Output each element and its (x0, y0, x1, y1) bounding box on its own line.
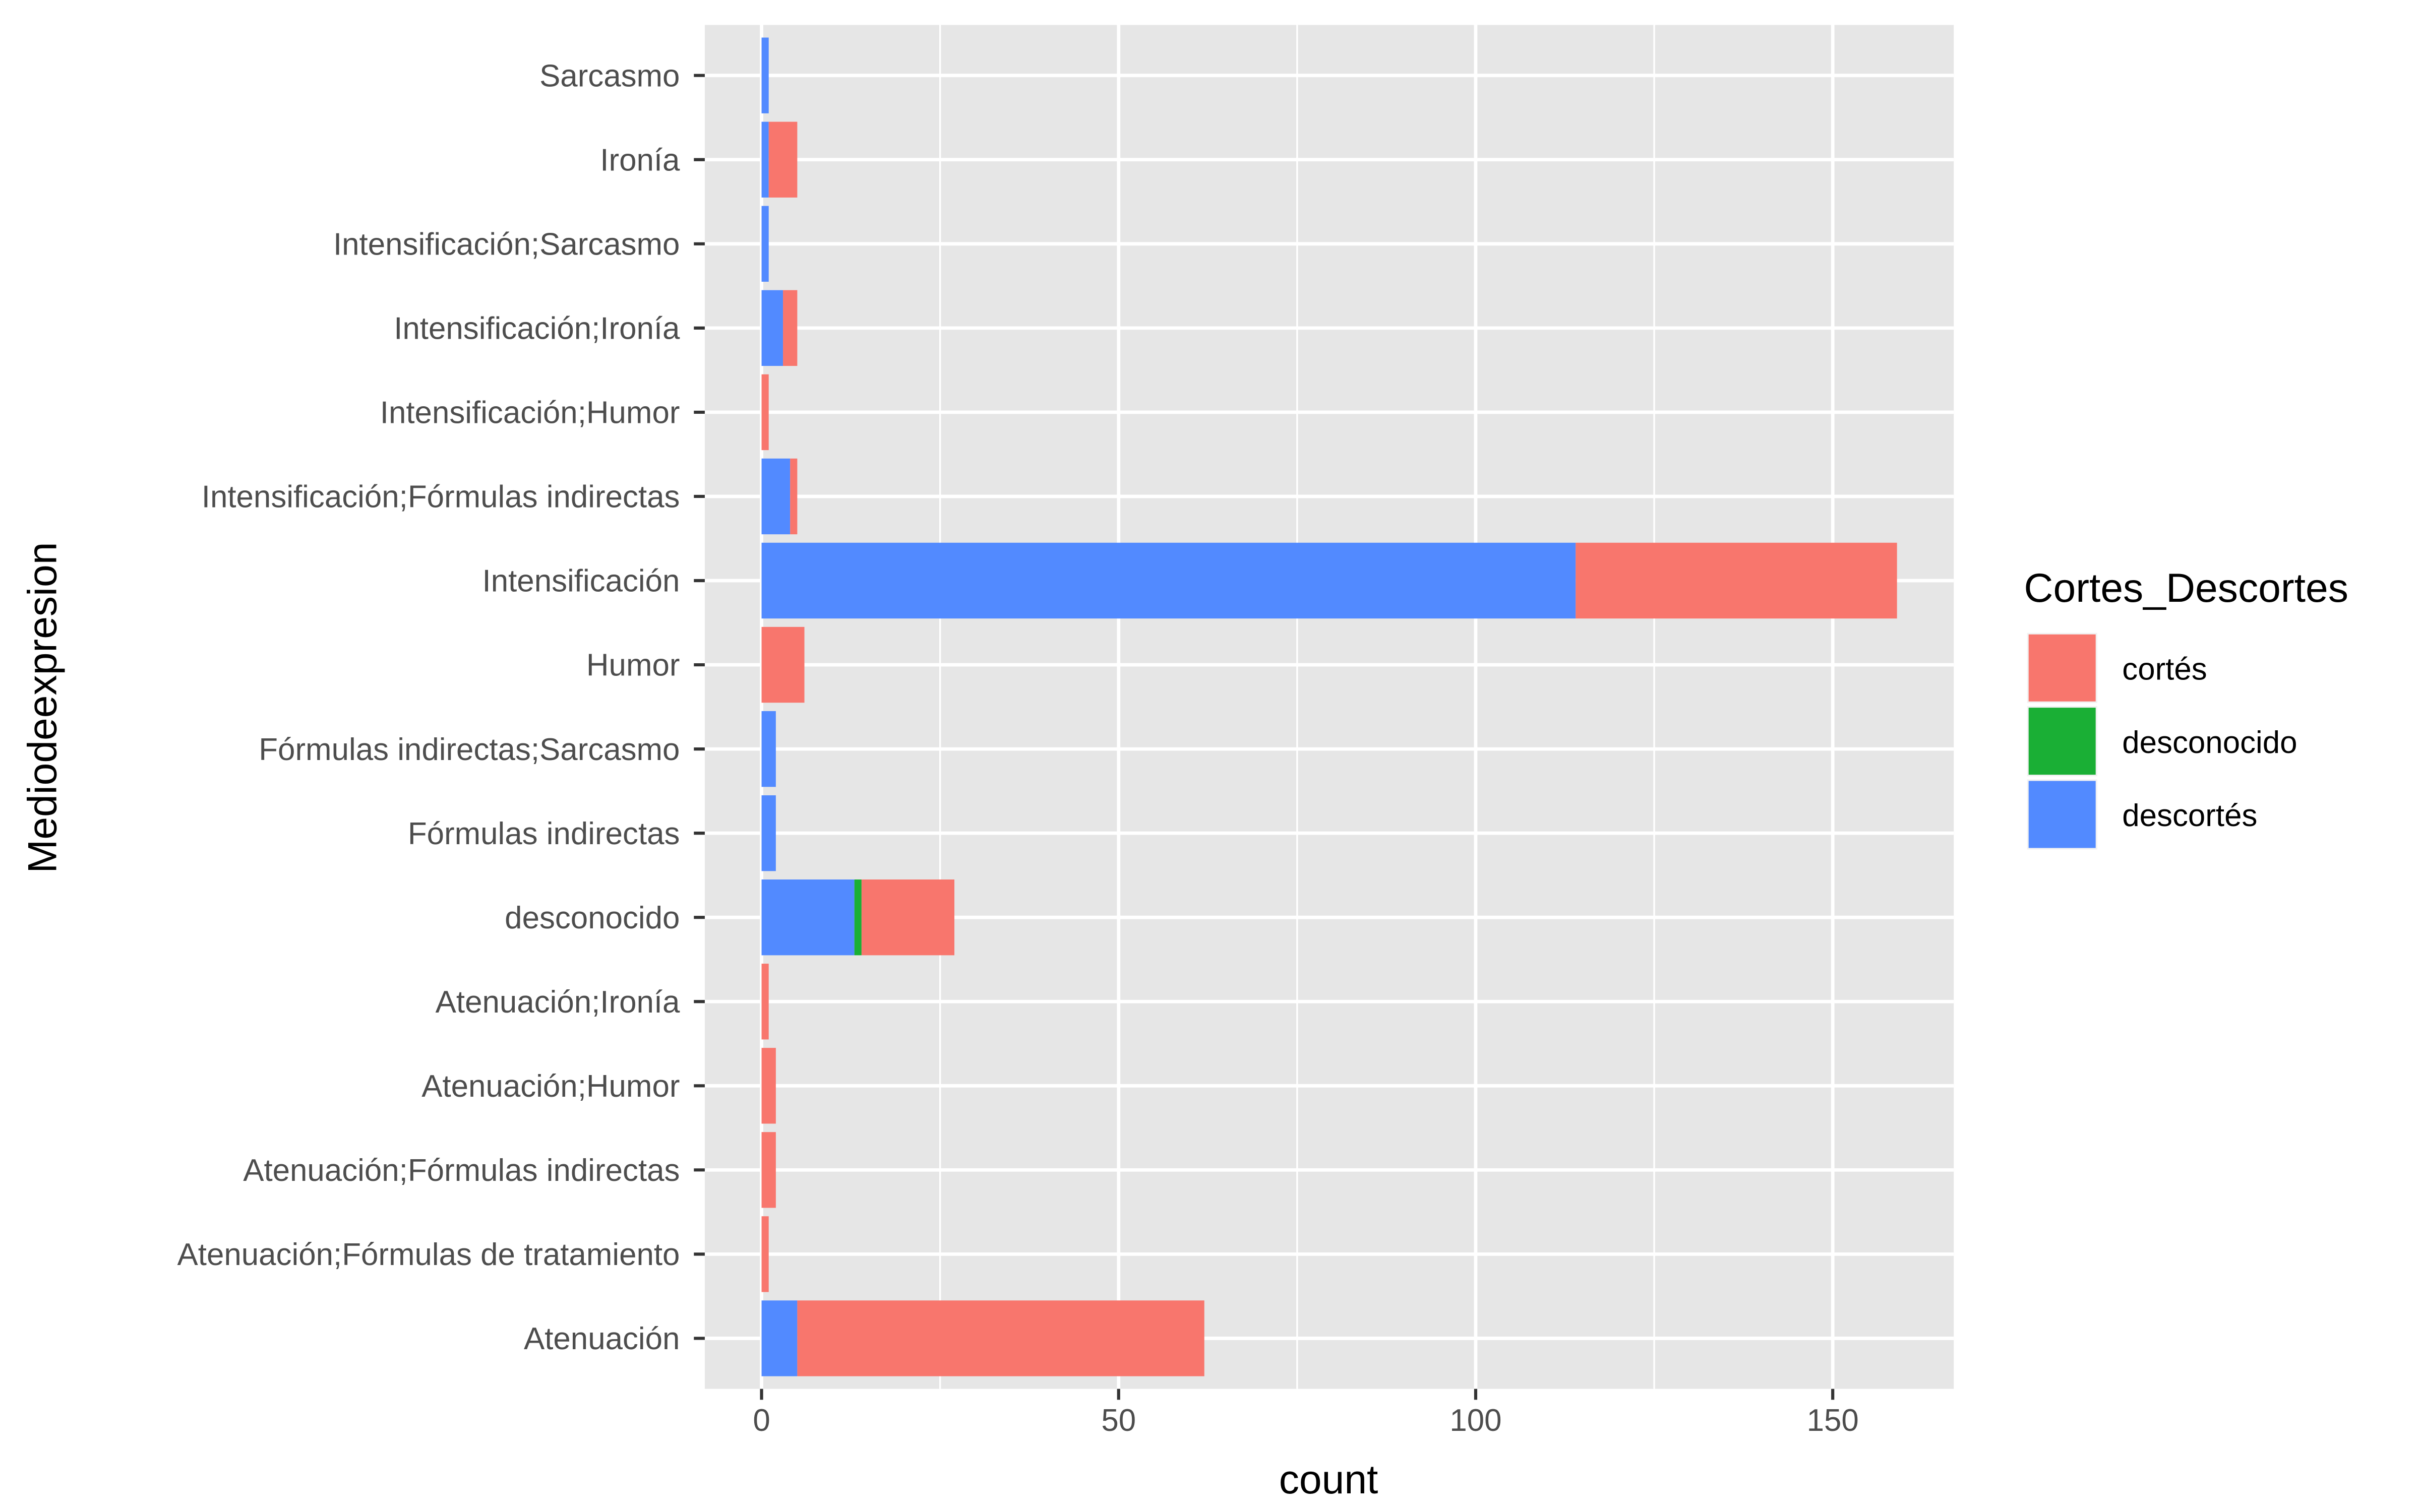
y-tick-label: Atenuación;Fórmulas de tratamiento (177, 1237, 680, 1272)
bar-segment (761, 1132, 776, 1208)
y-tick-label: Atenuación;Fórmulas indirectas (243, 1153, 680, 1188)
legend-swatch (2028, 781, 2096, 848)
legend: Cortes_Descortes cortés desconocido descor… (2024, 565, 2348, 850)
y-tick-label: Atenuación;Ironía (436, 985, 680, 1020)
y-axis-title: Mediodeexpresion (20, 542, 65, 873)
x-tick-label: 150 (1807, 1403, 1859, 1438)
bar-segment (761, 1216, 769, 1292)
y-tick-label: Fórmulas indirectas;Sarcasmo (259, 732, 680, 767)
bar-segment (761, 121, 769, 198)
x-axis-title: count (1279, 1457, 1378, 1502)
bar-segment (761, 711, 776, 787)
bar-segment (861, 879, 954, 956)
bar-segment (797, 1300, 1204, 1376)
y-tick-label: Ironía (600, 143, 680, 177)
y-tick-label: Intensificación;Fórmulas indirectas (202, 480, 680, 515)
legend-label: cortés (2122, 652, 2207, 686)
y-tick-label: Humor (586, 648, 680, 683)
bar-segment (761, 374, 769, 451)
legend-label: descortés (2122, 798, 2257, 833)
legend-label: desconocido (2122, 725, 2297, 760)
x-tick-label: 100 (1449, 1403, 1501, 1438)
y-tick-label: Sarcasmo (539, 58, 680, 93)
bar-segment (761, 1300, 798, 1376)
bar-segment (761, 458, 791, 535)
bar-segment (761, 206, 769, 282)
plot-panel (704, 25, 1954, 1389)
bar-segment (761, 1048, 776, 1124)
legend-swatch (2028, 634, 2096, 702)
x-tick-label: 0 (753, 1403, 770, 1438)
bar-segment (783, 290, 798, 366)
y-tick-label: Fórmulas indirectas (408, 816, 680, 851)
bar-segment (761, 879, 855, 956)
y-tick-label: desconocido (505, 901, 680, 935)
bar-segment (761, 37, 769, 113)
bar-segment (761, 795, 776, 871)
x-tick-label: 50 (1101, 1403, 1136, 1438)
bar-segment (790, 458, 798, 535)
y-tick-label: Intensificación (482, 564, 680, 599)
legend-title: Cortes_Descortes (2024, 565, 2348, 611)
y-tick-label: Atenuación;Humor (421, 1069, 680, 1104)
bar-segment (854, 879, 862, 956)
y-tick-label: Atenuación (524, 1321, 680, 1356)
legend-swatch (2028, 708, 2096, 775)
bar-segment (761, 290, 783, 366)
bar-segment (761, 626, 805, 703)
bar-segment (761, 964, 769, 1040)
bar-segment (761, 542, 1576, 619)
bar-segment (1576, 542, 1897, 619)
y-tick-label: Intensificación;Sarcasmo (333, 227, 680, 262)
y-tick-label: Intensificación;Humor (380, 396, 680, 430)
bar-segment (768, 121, 798, 198)
y-tick-label: Intensificación;Ironía (394, 311, 680, 346)
